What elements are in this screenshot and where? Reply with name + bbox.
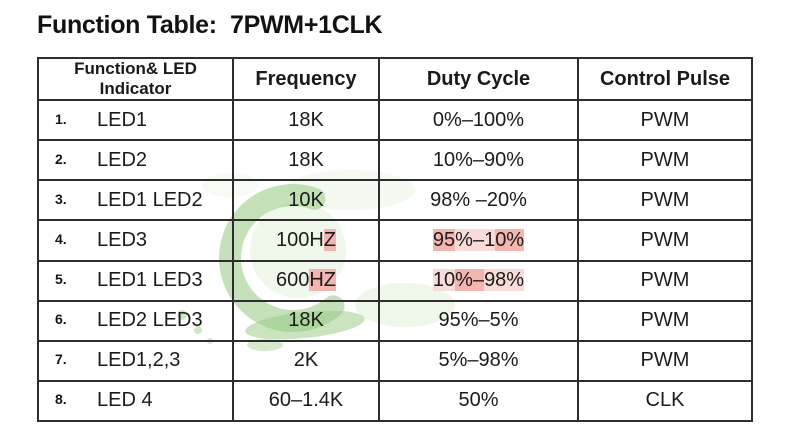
frequency-cell: 600HZ	[232, 259, 380, 302]
page-title: Function Table: 7PWM+1CLK	[37, 11, 383, 39]
duty-cycle-cell: 10%–98%	[378, 259, 579, 302]
frequency-cell: 60–1.4K	[232, 379, 380, 423]
row-number: 6.	[55, 311, 67, 328]
highlighted-text: 98%	[484, 269, 525, 292]
function-led-label: LED1 LED2	[97, 188, 203, 211]
table-row: 2. LED2 18K 10%–90% PWM	[37, 139, 753, 182]
duty-cycle-cell: 5%–98%	[378, 339, 579, 382]
function-cell: 8. LED 4	[37, 379, 234, 423]
function-led-label: LED1 LED3	[97, 269, 203, 292]
duty-cycle-cell: 95%–10%	[378, 219, 579, 262]
row-number: 4.	[55, 230, 67, 247]
function-cell: 3. LED1 LED2	[37, 179, 234, 222]
control-pulse-cell: PWM	[577, 219, 753, 262]
control-pulse-cell: PWM	[577, 299, 753, 342]
frequency-cell: 18K	[232, 98, 380, 142]
duty-cycle-cell: 50%	[378, 379, 579, 423]
function-cell: 1. LED1	[37, 98, 234, 142]
row-number: 8.	[55, 391, 67, 408]
control-pulse-cell: PWM	[577, 179, 753, 222]
frequency-cell: 18K	[232, 299, 380, 342]
table-row: 3. LED1 LED2 10K 98% –20% PWM	[37, 179, 753, 222]
table-row: 8. LED 4 60–1.4K 50% CLK	[37, 379, 753, 423]
table-row: 1. LED1 18K 0%–100% PWM	[37, 98, 753, 142]
row-number: 5.	[55, 271, 67, 288]
row-number: 2.	[55, 150, 67, 167]
frequency-cell: 2K	[232, 339, 380, 382]
function-led-label: LED1	[97, 108, 148, 131]
frequency-cell: 100HZ	[232, 219, 380, 262]
header-row: Function& LED Indicator Frequency Duty C…	[37, 57, 753, 101]
control-pulse-cell: PWM	[577, 339, 753, 382]
table-row: 5. LED1 LED3 600HZ 10%–98% PWM	[37, 259, 753, 302]
highlighted-text: 0%	[495, 228, 525, 251]
highlighted-text: 100H	[275, 228, 324, 251]
function-cell: 2. LED2	[37, 139, 234, 182]
duty-cycle-cell: 0%–100%	[378, 98, 579, 142]
function-led-label: LED3	[97, 228, 148, 251]
highlighted-text: %–	[455, 269, 485, 292]
function-table: Function& LED Indicator Frequency Duty C…	[37, 57, 753, 423]
table-row: 7. LED1,2,3 2K 5%–98% PWM	[37, 339, 753, 382]
row-number: 7.	[55, 351, 67, 368]
header-control-pulse: Control Pulse	[577, 57, 753, 101]
function-cell: 5. LED1 LED3	[37, 259, 234, 302]
row-number: 3.	[55, 190, 67, 207]
frequency-cell: 10K	[232, 179, 380, 222]
header-function-led-indicator: Function& LED Indicator	[37, 57, 234, 101]
duty-cycle-cell: 10%–90%	[378, 139, 579, 182]
highlighted-text: Z	[323, 228, 337, 251]
header-duty-cycle: Duty Cycle	[378, 57, 579, 101]
duty-cycle-cell: 98% –20%	[378, 179, 579, 222]
function-cell: 6. LED2 LED3	[37, 299, 234, 342]
frequency-cell: 18K	[232, 139, 380, 182]
highlighted-text: 600	[275, 269, 310, 292]
function-led-label: LED2 LED3	[97, 309, 203, 332]
function-cell: 7. LED1,2,3	[37, 339, 234, 382]
function-cell: 4. LED3	[37, 219, 234, 262]
control-pulse-cell: PWM	[577, 139, 753, 182]
function-led-label: LED1,2,3	[97, 349, 181, 372]
table-row: 4. LED3 100HZ 95%–10% PWM	[37, 219, 753, 262]
header-frequency: Frequency	[232, 57, 380, 101]
row-number: 1.	[55, 110, 67, 127]
highlighted-text: %–1	[455, 228, 496, 251]
control-pulse-cell: PWM	[577, 259, 753, 302]
highlighted-text: HZ	[309, 269, 337, 292]
control-pulse-cell: PWM	[577, 98, 753, 142]
function-led-label: LED 4	[97, 389, 153, 412]
highlighted-text: 95	[432, 228, 456, 251]
highlighted-text: 10	[432, 269, 456, 292]
table-row: 6. LED2 LED3 18K 95%–5% PWM	[37, 299, 753, 342]
control-pulse-cell: CLK	[577, 379, 753, 423]
function-led-label: LED2	[97, 148, 148, 171]
duty-cycle-cell: 95%–5%	[378, 299, 579, 342]
